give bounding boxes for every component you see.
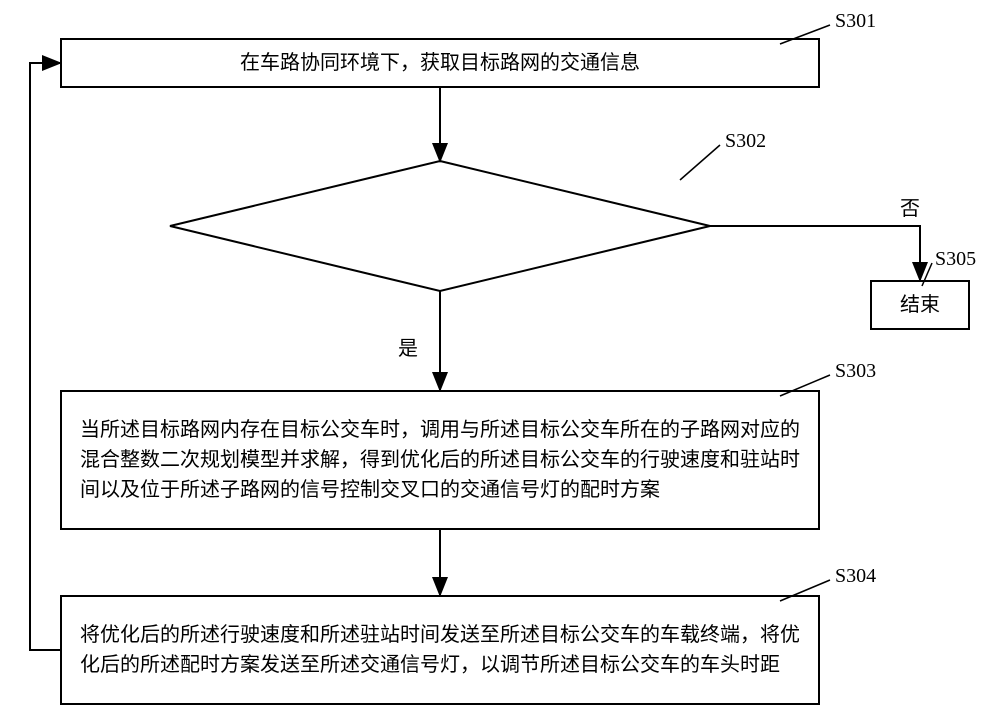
node-s303: 当所述目标路网内存在目标公交车时，调用与所述目标公交车所在的子路网对应的混合整数… — [60, 390, 820, 530]
edge-label-yes: 是 — [398, 335, 418, 363]
label-s303: S303 — [835, 360, 876, 383]
node-s304-text: 将优化后的所述行驶速度和所述驻站时间发送至所述目标公交车的车载终端，将优化后的所… — [80, 620, 800, 680]
node-s305: 结束 — [870, 280, 970, 330]
node-s302-text: 根据所述交通信息确定所述目标路 网内是否存在目标公交车 — [230, 196, 650, 252]
edge-s302-s305 — [710, 226, 920, 280]
label-s302: S302 — [725, 130, 766, 153]
leader-s302 — [680, 145, 720, 180]
node-s301: 在车路协同环境下，获取目标路网的交通信息 — [60, 38, 820, 88]
edge-s304-s301 — [30, 63, 60, 650]
edge-label-no: 否 — [900, 195, 920, 223]
label-s301: S301 — [835, 10, 876, 33]
node-s301-text: 在车路协同环境下，获取目标路网的交通信息 — [240, 48, 640, 78]
node-s303-text: 当所述目标路网内存在目标公交车时，调用与所述目标公交车所在的子路网对应的混合整数… — [80, 415, 800, 505]
label-s304: S304 — [835, 565, 876, 588]
node-s305-text: 结束 — [900, 290, 940, 320]
label-s305: S305 — [935, 248, 976, 271]
node-s304: 将优化后的所述行驶速度和所述驻站时间发送至所述目标公交车的车载终端，将优化后的所… — [60, 595, 820, 705]
